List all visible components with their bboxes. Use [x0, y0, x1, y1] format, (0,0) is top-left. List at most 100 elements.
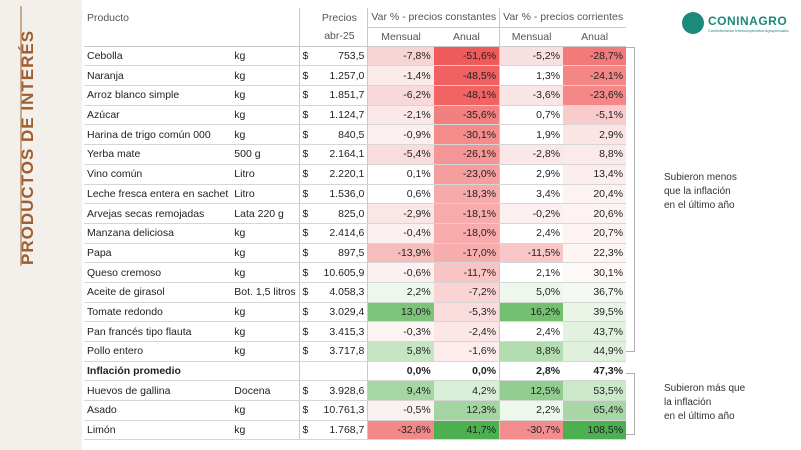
- current-annual-cell: -24,1%: [563, 65, 627, 87]
- current-annual-cell: 44,9%: [563, 341, 627, 362]
- current-monthly-cell: -30,7%: [499, 420, 564, 441]
- constant-annual-cell: 0,0%: [433, 361, 500, 382]
- current-monthly-cell: -11,5%: [499, 243, 564, 264]
- unit-cell: kg: [231, 65, 300, 87]
- header-price: Precios: [321, 11, 357, 24]
- price-cell: 10.761,3: [311, 400, 368, 421]
- constant-annual-cell: -48,1%: [433, 85, 500, 106]
- table-row: Arroz blanco simple kg $1.851,7 -6,2% -48,1%…: [84, 85, 627, 106]
- constant-monthly-cell: -0,4%: [367, 223, 434, 244]
- unit-cell: kg: [231, 262, 300, 283]
- constant-monthly-cell: 9,4%: [367, 380, 434, 402]
- product-cell: Harina de trigo común 000: [84, 124, 232, 146]
- unit-cell: Bot. 1,5 litros: [231, 282, 300, 303]
- currency-cell: $: [298, 341, 312, 362]
- product-cell: Pollo entero: [84, 341, 232, 362]
- current-annual-cell: 108,5%: [563, 420, 627, 441]
- current-annual-cell: 47,3%: [563, 361, 627, 382]
- currency-cell: $: [298, 262, 312, 283]
- constant-monthly-cell: -1,4%: [367, 65, 434, 87]
- constant-monthly-cell: -0,9%: [367, 124, 434, 146]
- unit-cell: 500 g: [231, 144, 300, 165]
- logo-name: CONINAGRO: [708, 14, 788, 28]
- currency-cell: $: [298, 85, 312, 106]
- side-title: PRODUCTOS DE INTERÉS: [18, 29, 37, 265]
- currency-cell: $: [298, 203, 312, 224]
- current-annual-cell: 20,7%: [563, 223, 627, 244]
- constant-monthly-cell: -0,3%: [367, 321, 434, 342]
- current-annual-cell: 20,4%: [563, 184, 627, 205]
- constant-annual-cell: 41,7%: [433, 420, 500, 441]
- current-annual-cell: 22,3%: [563, 243, 627, 264]
- constant-annual-cell: 12,3%: [433, 400, 500, 421]
- table-row: Pan francés tipo flauta kg $3.415,3 -0,3% -2…: [84, 321, 627, 342]
- price-cell: 2.414,6: [311, 223, 368, 244]
- current-annual-cell: 13,4%: [563, 164, 627, 185]
- current-monthly-cell: 1,9%: [499, 124, 564, 146]
- currency-cell: $: [298, 144, 312, 165]
- price-cell: 4.058,3: [311, 282, 368, 303]
- current-annual-cell: 39,5%: [563, 302, 627, 323]
- current-monthly-cell: 2,9%: [499, 164, 564, 185]
- unit-cell: kg: [231, 85, 300, 106]
- table-row: Manzana deliciosa kg $2.414,6 -0,4% -18,0% 2,…: [84, 223, 627, 244]
- currency-cell: $: [298, 164, 312, 185]
- table-row: Pollo entero kg $3.717,8 5,8% -1,6% 8,8% 44,9%: [84, 341, 627, 362]
- header-product: Producto: [87, 11, 130, 24]
- currency-cell: $: [298, 420, 312, 441]
- products-table: Producto Precios Var % - precios constan…: [84, 8, 627, 441]
- constant-monthly-cell: 13,0%: [367, 302, 434, 323]
- table-row: Vino común Litro $2.220,1 0,1% -23,0% 2,9% 13,…: [84, 164, 627, 185]
- header-constant-annual: Anual: [433, 27, 500, 47]
- unit-cell: kg: [231, 223, 300, 244]
- product-cell: Queso cremoso: [84, 262, 232, 283]
- constant-monthly-cell: -6,2%: [367, 85, 434, 106]
- constant-monthly-cell: -2,1%: [367, 105, 434, 126]
- current-annual-cell: 2,9%: [563, 124, 627, 146]
- product-cell: Manzana deliciosa: [84, 223, 232, 244]
- currency-cell: $: [298, 46, 312, 67]
- unit-cell: kg: [231, 420, 300, 441]
- constant-monthly-cell: -7,8%: [367, 46, 434, 67]
- price-cell: 825,0: [311, 203, 368, 224]
- constant-monthly-cell: 5,8%: [367, 341, 434, 362]
- constant-annual-cell: -1,6%: [433, 341, 500, 362]
- current-monthly-cell: 2,2%: [499, 400, 564, 421]
- currency-cell: $: [298, 124, 312, 146]
- constant-annual-cell: -11,7%: [433, 262, 500, 283]
- current-annual-cell: -28,7%: [563, 46, 627, 67]
- current-monthly-cell: 2,1%: [499, 262, 564, 283]
- price-cell: 2.220,1: [311, 164, 368, 185]
- currency-cell: $: [298, 105, 312, 126]
- product-cell: Yerba mate: [84, 144, 232, 165]
- table-row: Asado kg $10.761,3 -0,5% 12,3% 2,2% 65,4%: [84, 400, 627, 421]
- currency-cell: $: [298, 223, 312, 244]
- current-annual-cell: 30,1%: [563, 262, 627, 283]
- constant-annual-cell: -30,1%: [433, 124, 500, 146]
- product-cell: Naranja: [84, 65, 232, 87]
- current-annual-cell: 65,4%: [563, 400, 627, 421]
- header-row-2: abr-25 Mensual Anual Mensual Anual: [84, 27, 627, 47]
- constant-annual-cell: -18,1%: [433, 203, 500, 224]
- table-row: Cebolla kg $753,5 -7,8% -51,6% -5,2% -28,7%: [84, 46, 627, 67]
- current-monthly-cell: 12,5%: [499, 380, 564, 402]
- constant-annual-cell: -35,6%: [433, 105, 500, 126]
- unit-cell: kg: [231, 105, 300, 126]
- currency-cell: $: [298, 184, 312, 205]
- currency-cell: $: [298, 65, 312, 87]
- currency-cell: $: [298, 243, 312, 264]
- unit-cell: Lata 220 g: [231, 203, 300, 224]
- currency-cell: $: [298, 302, 312, 323]
- price-cell: 1.768,7: [311, 420, 368, 441]
- currency-cell: $: [298, 380, 312, 402]
- price-cell: 2.164,1: [311, 144, 368, 165]
- unit-cell: kg: [231, 46, 300, 67]
- unit-cell: Litro: [231, 184, 300, 205]
- table-row: Aceite de girasol Bot. 1,5 litros $4.058,3…: [84, 282, 627, 303]
- current-monthly-cell: -0,2%: [499, 203, 564, 224]
- price-cell: 3.029,4: [311, 302, 368, 323]
- product-cell: Huevos de gallina: [84, 380, 232, 402]
- product-cell: Azúcar: [84, 105, 232, 126]
- constant-monthly-cell: 0,6%: [367, 184, 434, 205]
- constant-annual-cell: -17,0%: [433, 243, 500, 264]
